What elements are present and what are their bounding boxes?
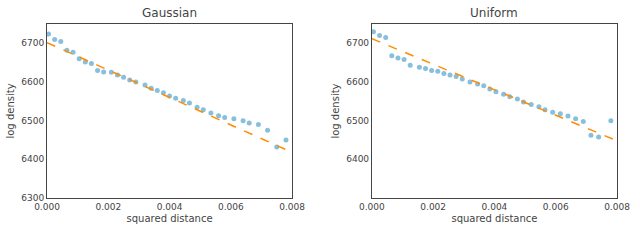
svg-text:6700: 6700: [21, 38, 44, 48]
svg-text:6500: 6500: [21, 116, 44, 126]
svg-text:0.008: 0.008: [279, 202, 305, 212]
svg-text:Gaussian: Gaussian: [142, 6, 197, 20]
svg-text:0.004: 0.004: [157, 202, 183, 212]
svg-text:squared distance: squared distance: [451, 213, 537, 224]
svg-text:6600: 6600: [21, 77, 44, 87]
svg-text:0.000: 0.000: [34, 202, 60, 212]
svg-text:0.004: 0.004: [482, 202, 508, 212]
svg-text:0.006: 0.006: [218, 202, 244, 212]
svg-text:squared distance: squared distance: [127, 213, 213, 224]
svg-text:log density: log density: [330, 83, 341, 138]
svg-text:0.000: 0.000: [359, 202, 385, 212]
svg-text:log density: log density: [5, 83, 16, 138]
svg-text:0.006: 0.006: [543, 202, 569, 212]
svg-text:6400: 6400: [21, 154, 44, 164]
svg-text:0.002: 0.002: [95, 202, 121, 212]
svg-text:0.008: 0.008: [604, 202, 630, 212]
svg-text:0.002: 0.002: [420, 202, 446, 212]
svg-text:6700: 6700: [346, 38, 369, 48]
svg-text:6300: 6300: [21, 193, 44, 203]
svg-text:6500: 6500: [346, 116, 369, 126]
svg-text:6600: 6600: [346, 77, 369, 87]
svg-text:Uniform: Uniform: [470, 6, 518, 20]
svg-text:6400: 6400: [346, 154, 369, 164]
